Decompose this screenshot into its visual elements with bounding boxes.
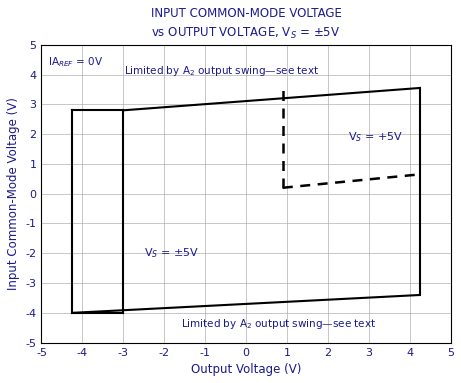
Title: INPUT COMMON-MODE VOLTAGE
vs OUTPUT VOLTAGE, V$_S$ = ±5V: INPUT COMMON-MODE VOLTAGE vs OUTPUT VOLT… [151, 7, 342, 41]
Text: Limited by A$_2$ output swing—see text: Limited by A$_2$ output swing—see text [124, 64, 319, 77]
Y-axis label: Input Common-Mode Voltage (V): Input Common-Mode Voltage (V) [7, 97, 20, 290]
Text: IA$_{REF}$ = 0V: IA$_{REF}$ = 0V [47, 55, 103, 69]
Text: V$_S$ = +5V: V$_S$ = +5V [349, 130, 403, 144]
Text: Limited by A$_2$ output swing—see text: Limited by A$_2$ output swing—see text [181, 318, 376, 331]
X-axis label: Output Voltage (V): Output Voltage (V) [191, 363, 301, 376]
Text: V$_S$ = ±5V: V$_S$ = ±5V [144, 246, 199, 260]
